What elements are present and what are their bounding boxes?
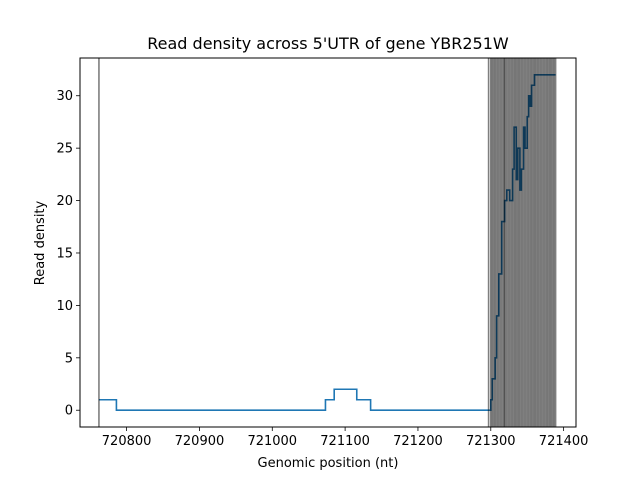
y-tick-label: 30 [56,89,73,104]
x-axis-ticks: 720800 720900 721000 721100 721200 721300 7214… [102,427,589,449]
x-tick-label: 720800 [102,434,152,449]
chart-title: Read density across 5'UTR of gene YBR251… [147,34,509,53]
y-tick-label: 10 [56,299,73,314]
x-tick-label: 721000 [247,434,297,449]
y-tick-label: 0 [65,404,73,419]
x-tick-label: 721400 [539,434,589,449]
axes-frame [79,57,577,428]
y-axis-label: Read density [33,200,48,285]
y-tick-label: 25 [56,142,73,157]
x-tick-label: 721100 [320,434,370,449]
x-tick-label: 720900 [175,434,225,449]
y-axis-ticks: 0 5 10 15 20 25 30 [56,89,80,419]
x-tick-label: 721200 [393,434,443,449]
x-axis-label: Genomic position (nt) [258,456,399,471]
y-tick-label: 15 [56,246,73,261]
y-tick-label: 5 [65,351,73,366]
y-tick-label: 20 [56,194,73,209]
x-tick-label: 721300 [466,434,516,449]
plot-area [98,58,557,427]
